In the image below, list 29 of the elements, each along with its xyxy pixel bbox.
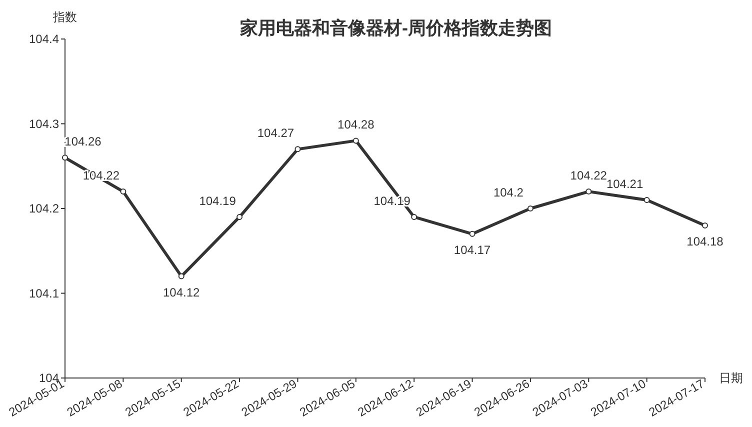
point <box>527 206 534 212</box>
data-label: 104.26 <box>64 134 102 149</box>
point <box>120 188 126 195</box>
data-label: 104.22 <box>570 168 608 183</box>
data-label: 104.2 <box>493 186 524 200</box>
data-label: 104.18 <box>686 234 724 248</box>
point <box>178 273 184 280</box>
y-tick-label: 104.1 <box>28 286 60 300</box>
data-label: 104.21 <box>606 177 644 192</box>
data-label: 104.19 <box>199 194 236 208</box>
point <box>294 146 301 152</box>
y-tick-label: 104.3 <box>28 116 60 131</box>
data-label: 104.28 <box>338 118 375 132</box>
data-label: 104.17 <box>454 242 491 257</box>
point <box>644 197 650 204</box>
point <box>586 188 592 195</box>
data-label: 104.27 <box>257 126 294 140</box>
point <box>469 230 476 237</box>
point <box>236 214 243 220</box>
y-tick-label: 104.2 <box>28 202 60 216</box>
point <box>411 214 418 220</box>
point <box>62 154 68 161</box>
x-axis-title: 日期 <box>719 371 743 385</box>
y-axis-title: 指数 <box>52 10 77 24</box>
data-label: 104.12 <box>163 285 200 300</box>
point <box>702 222 708 228</box>
chart-title: 家用电器和音像器材-周价格指数走势图 <box>239 18 552 38</box>
point <box>352 138 359 144</box>
y-tick-label: 104.4 <box>28 32 60 46</box>
